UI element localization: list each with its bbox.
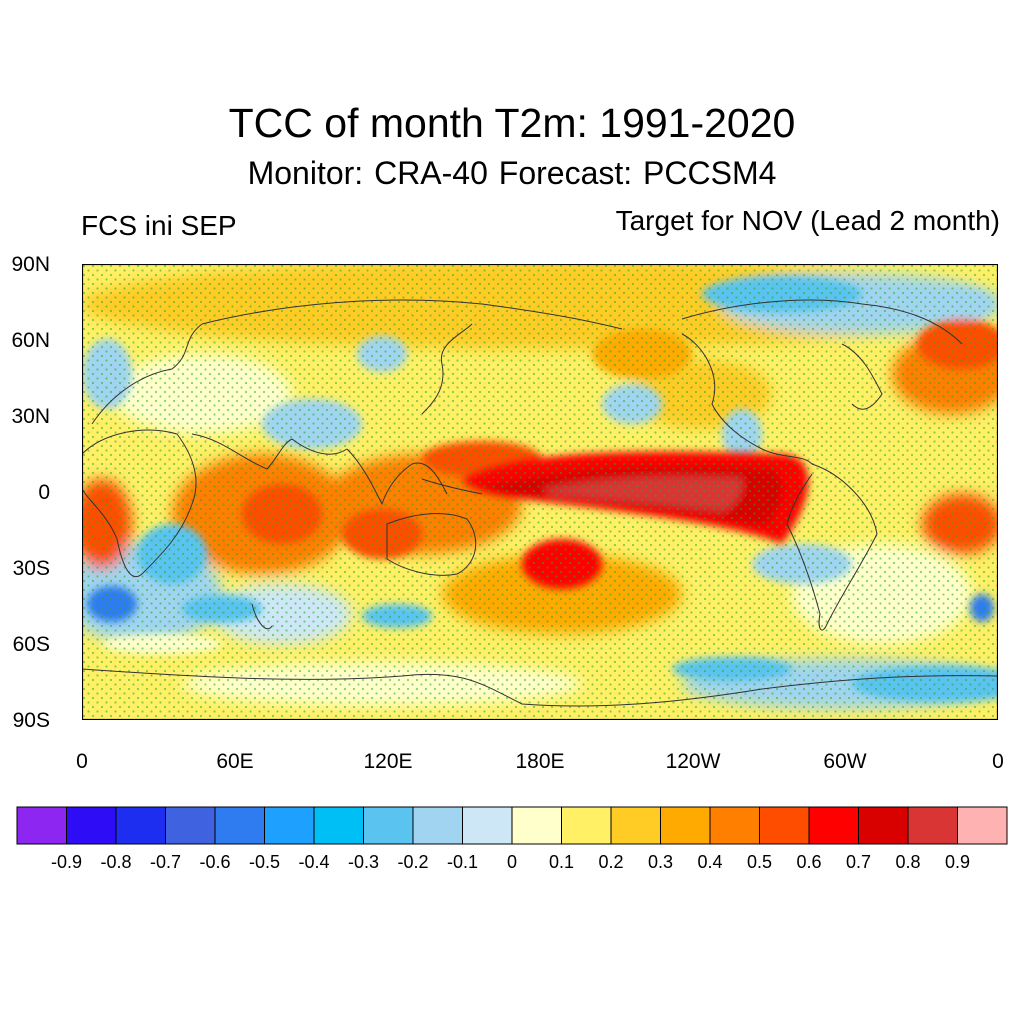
lon-label-180e: 180E	[515, 750, 565, 773]
colorbar-label: 0	[506, 852, 518, 872]
lon-label-60w: 60W	[823, 750, 867, 773]
lon-label-60e: 60E	[216, 750, 254, 773]
colorbar-swatch	[313, 806, 364, 845]
colorbar-swatch	[561, 806, 612, 845]
colorbar-label: 0.7	[845, 852, 872, 872]
colorbar-swatch	[907, 806, 958, 845]
colorbar-swatch	[165, 806, 216, 845]
lat-label-60s: 60S	[12, 633, 50, 656]
colorbar-label: -0.5	[248, 852, 281, 872]
colorbar-label: 0.1	[548, 852, 575, 872]
lat-label-90s: 90S	[12, 709, 50, 732]
colorbar-swatch	[610, 806, 661, 845]
colorbar-swatch	[462, 806, 513, 845]
colorbar-label: 0.4	[697, 852, 723, 872]
colorbar-label: -0.9	[50, 852, 83, 872]
colorbar-swatch	[16, 806, 67, 845]
colorbar-swatch	[660, 806, 711, 845]
colorbar-label: -0.3	[347, 852, 380, 872]
lon-label-0: 0	[76, 750, 88, 773]
colorbar-label: -0.1	[446, 852, 479, 872]
colorbar-swatch	[808, 806, 859, 845]
map-subtitle: Monitor: CRA-40 Forecast: PCCSM4	[247, 155, 777, 191]
colorbar-swatch	[115, 806, 166, 845]
colorbar-label: -0.2	[397, 852, 429, 872]
colorbar-swatch	[759, 806, 810, 845]
colorbar-swatch	[511, 806, 562, 845]
colorbar-swatch	[412, 806, 463, 845]
colorbar-label: 0.6	[796, 852, 822, 872]
colorbar-label: 0.2	[598, 852, 624, 872]
lat-label-eq: 0	[38, 481, 50, 504]
colorbar-swatch	[363, 806, 414, 845]
target-month-label: Target for NOV (Lead 2 month)	[615, 205, 1000, 236]
map-frame	[82, 264, 998, 720]
colorbar-label: 0.3	[647, 852, 674, 872]
colorbar-swatch	[264, 806, 315, 845]
map-title: TCC of month T2m: 1991-2020	[228, 100, 796, 146]
colorbar-label: 0.5	[746, 852, 773, 872]
lat-label-30s: 30S	[12, 557, 50, 580]
coastlines	[82, 299, 998, 707]
correlation-map	[82, 264, 998, 720]
lat-label-60n: 60N	[11, 329, 50, 352]
colorbar-swatch	[957, 806, 1008, 845]
colorbar-label: -0.7	[149, 852, 182, 872]
lon-label-360: 0	[992, 750, 1004, 773]
lat-label-90n: 90N	[11, 253, 50, 276]
colorbar-label: -0.6	[199, 852, 231, 872]
colorbar-swatch	[858, 806, 909, 845]
colorbar-swatch	[214, 806, 265, 845]
colorbar-swatch	[709, 806, 760, 845]
colorbar-label: 0.8	[895, 852, 921, 872]
lon-label-120e: 120E	[363, 750, 413, 773]
lon-label-120w: 120W	[665, 750, 721, 773]
colorbar-label: 0.9	[944, 852, 971, 872]
colorbar-label: -0.8	[100, 852, 132, 872]
lat-label-30n: 30N	[11, 405, 50, 428]
init-month-label: FCS ini SEP	[81, 210, 237, 241]
colorbar-swatch	[66, 806, 117, 845]
colorbar-label: -0.4	[298, 852, 330, 872]
colorbar	[16, 806, 1008, 851]
significance-stipple	[82, 264, 998, 720]
